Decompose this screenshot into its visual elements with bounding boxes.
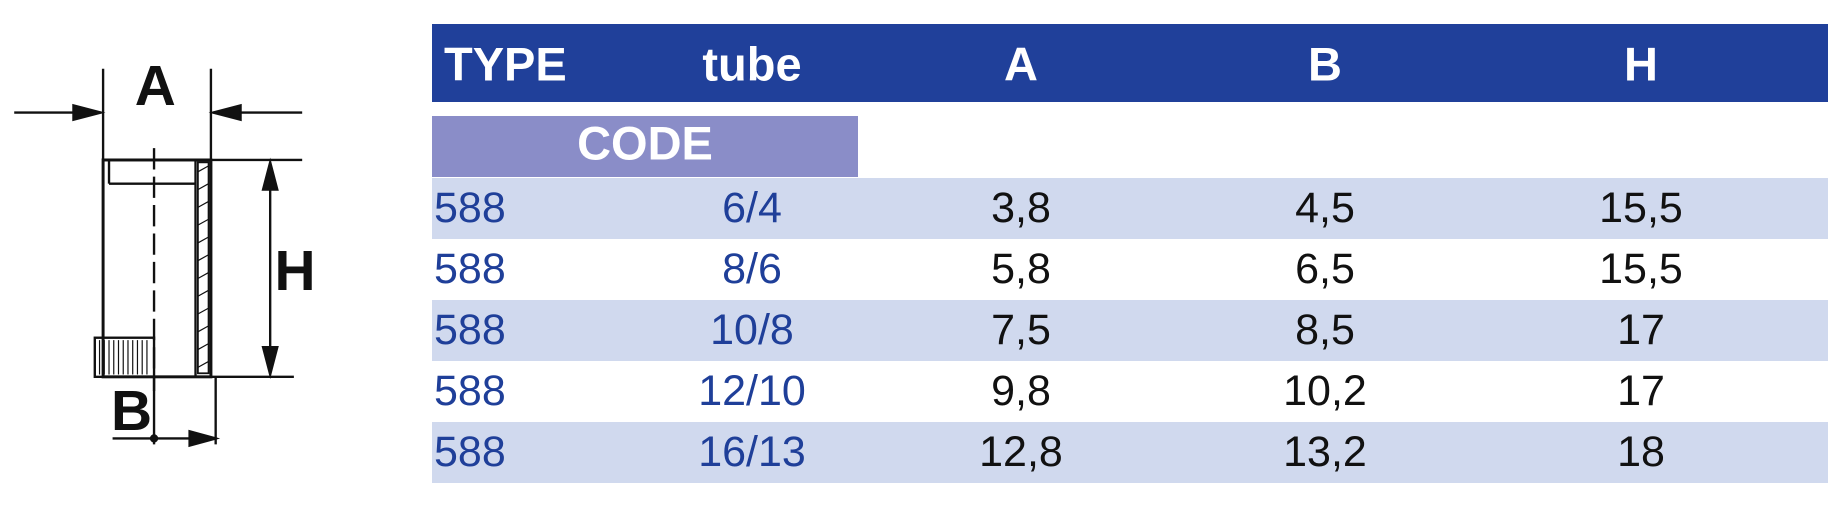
cell: 18: [1617, 428, 1665, 476]
code-band: [432, 116, 858, 177]
table: CODE TYPE tube A B H 588 6/4 3,8 4,5 15,5 588 8/6 5,…: [432, 24, 1828, 483]
cell: 7,5: [991, 306, 1051, 354]
cell: 588: [434, 306, 506, 354]
cell: 15,5: [1599, 184, 1683, 232]
header-cell: TYPE: [444, 37, 567, 90]
cell: 17: [1617, 306, 1665, 354]
cell: 6/4: [722, 184, 782, 232]
cell: 16/13: [698, 428, 806, 476]
row-band: [432, 300, 1828, 361]
cell: 13,2: [1283, 428, 1367, 476]
cell: 588: [434, 245, 506, 293]
header-cell: tube: [702, 37, 801, 90]
row-band: [432, 178, 1828, 239]
diagram: A H B: [14, 55, 316, 448]
cell: 8,5: [1295, 306, 1355, 354]
dim-label: A: [135, 55, 176, 118]
cell: 4,5: [1295, 184, 1355, 232]
dim-label: H: [275, 240, 316, 303]
cell: 588: [434, 428, 506, 476]
cell: 10,2: [1283, 367, 1367, 415]
header-band: [432, 24, 1828, 102]
header-cell: B: [1308, 37, 1342, 90]
code-label: CODE: [577, 116, 713, 169]
cell: 588: [434, 367, 506, 415]
cell: 6,5: [1295, 245, 1355, 293]
cell: 10/8: [710, 306, 794, 354]
header-cell: A: [1004, 37, 1038, 90]
cell: 12/10: [698, 367, 806, 415]
cell: 5,8: [991, 245, 1051, 293]
cell: 588: [434, 184, 506, 232]
cell: 12,8: [979, 428, 1063, 476]
cell: 8/6: [722, 245, 782, 293]
header-cell: H: [1624, 37, 1658, 90]
cell: 9,8: [991, 367, 1051, 415]
cell: 17: [1617, 367, 1665, 415]
dim-label: B: [111, 380, 152, 443]
row-band: [432, 422, 1828, 483]
cell: 3,8: [991, 184, 1051, 232]
cell: 15,5: [1599, 245, 1683, 293]
